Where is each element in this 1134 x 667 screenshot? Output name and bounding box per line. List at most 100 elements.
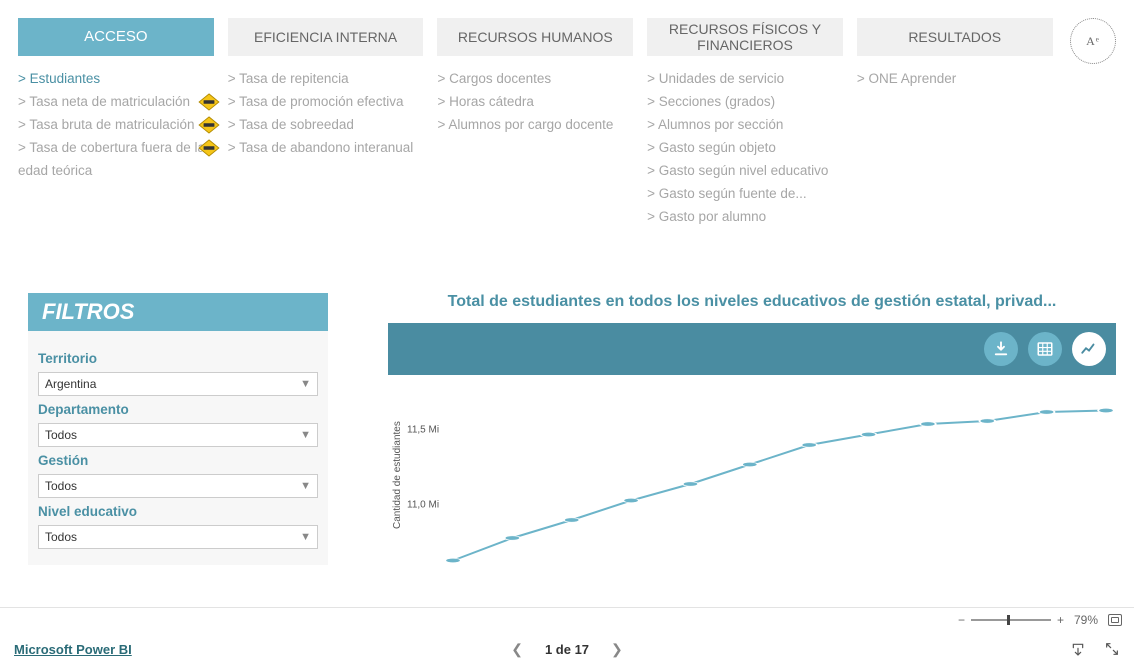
tab-link[interactable]: > Estudiantes — [18, 68, 214, 91]
nav-right — [1070, 641, 1120, 657]
chart-marker[interactable] — [445, 558, 461, 562]
tab-link[interactable]: > Tasa de repitencia — [228, 68, 424, 91]
filter-value: Todos — [45, 428, 77, 442]
zoom-slider[interactable]: − + — [958, 613, 1064, 627]
tab-link[interactable]: > Tasa de cobertura fuera de la edad teó… — [18, 137, 214, 183]
chart-marker[interactable] — [505, 535, 521, 539]
tab-header[interactable]: RECURSOS FÍSICOS Y FINANCIEROS — [647, 18, 843, 56]
chart-ytick: 11,0 Mi — [407, 499, 439, 510]
next-page-icon[interactable]: ❯ — [607, 637, 627, 662]
filter-select[interactable]: Todos ▼ — [38, 423, 318, 447]
tab-link[interactable]: > Gasto según fuente de... — [647, 183, 843, 206]
tab-link[interactable]: > Horas cátedra — [437, 91, 633, 114]
tabs-row: ACCESO > Estudiantes> Tasa neta de matric… — [0, 0, 1134, 233]
tab-header[interactable]: ACCESO — [18, 18, 214, 56]
chart-marker[interactable] — [683, 481, 699, 485]
chart-ytick: 11,5 Mi — [407, 424, 439, 435]
tab-link[interactable]: > ONE Aprender — [857, 68, 1053, 91]
tab-link[interactable]: > Gasto según nivel educativo — [647, 160, 843, 183]
tab-column: RECURSOS FÍSICOS Y FINANCIEROS > Unidades… — [647, 18, 843, 229]
chart-inner: 11,5 Mi 11,0 Mi — [407, 375, 1116, 575]
tab-links: > Estudiantes> Tasa neta de matriculació… — [18, 68, 214, 183]
chart-marker[interactable] — [1039, 409, 1055, 413]
chart-marker[interactable] — [1098, 408, 1114, 412]
zoom-track[interactable] — [971, 619, 1051, 621]
powerbi-link[interactable]: Microsoft Power BI — [14, 642, 132, 657]
chart-view-button[interactable] — [1072, 332, 1106, 366]
lower-section: FILTROS TerritorioArgentina▼Departamento… — [0, 293, 1134, 575]
tab-link[interactable]: > Alumnos por cargo docente — [437, 114, 633, 137]
tab-link[interactable]: > Gasto según objeto — [647, 137, 843, 160]
download-button[interactable] — [984, 332, 1018, 366]
construction-badge-icon — [198, 139, 220, 157]
report-canvas: ACCESO > Estudiantes> Tasa neta de matric… — [0, 0, 1134, 607]
filter-label: Nivel educativo — [38, 504, 318, 519]
filter-select[interactable]: Argentina ▼ — [38, 372, 318, 396]
prev-page-icon[interactable]: ❮ — [507, 637, 527, 662]
chart-svg — [453, 385, 1106, 565]
tab-link[interactable]: > Tasa de promoción efectiva — [228, 91, 424, 114]
tab-link[interactable]: > Alumnos por sección — [647, 114, 843, 137]
brand-logo: Aᵉ — [1070, 18, 1116, 64]
logo-column: Aᵉ — [1067, 18, 1116, 64]
filter-label: Departamento — [38, 402, 318, 417]
chart-marker[interactable] — [564, 517, 580, 521]
tab-link[interactable]: > Cargos docentes — [437, 68, 633, 91]
tab-links: > Tasa de repitencia> Tasa de promoción … — [228, 68, 424, 160]
filters-body: Territorio Argentina ▼ Departamento Todos ▼ Ge… — [28, 331, 328, 565]
chart-marker[interactable] — [742, 462, 758, 466]
page-indicator: 1 de 17 — [545, 642, 589, 657]
filter-value: Todos — [45, 479, 77, 493]
pager: ❮ 1 de 17 ❯ — [507, 637, 627, 662]
fullscreen-icon[interactable] — [1104, 641, 1120, 657]
chevron-down-icon: ▼ — [300, 429, 311, 441]
tab-link[interactable]: > Gasto por alumno — [647, 206, 843, 229]
status-bar: − + 79% — [0, 607, 1134, 631]
fit-to-page-icon[interactable] — [1108, 614, 1122, 626]
zoom-in-icon[interactable]: + — [1057, 613, 1064, 627]
share-icon[interactable] — [1070, 641, 1086, 657]
filter-value: Argentina — [45, 377, 96, 391]
tab-column: RESULTADOS > ONE Aprender — [857, 18, 1053, 91]
tab-link[interactable]: > Secciones (grados) — [647, 91, 843, 114]
filter-label: Territorio — [38, 351, 318, 366]
chart-marker[interactable] — [861, 432, 877, 436]
tab-link[interactable]: > Tasa de sobreedad — [228, 114, 424, 137]
chart-panel: Total de estudiantes en todos los nivele… — [388, 293, 1116, 575]
tab-header[interactable]: RECURSOS HUMANOS — [437, 18, 633, 56]
tab-column: EFICIENCIA INTERNA> Tasa de repitencia> … — [228, 18, 424, 160]
chart-area: Cantidad de estudiantes 11,5 Mi 11,0 Mi — [388, 375, 1116, 575]
tab-links: > ONE Aprender — [857, 68, 1053, 91]
zoom-out-icon[interactable]: − — [958, 613, 965, 627]
chart-toolbar — [388, 323, 1116, 375]
tab-column: RECURSOS HUMANOS > Cargos docentes> Horas… — [437, 18, 633, 137]
chevron-down-icon: ▼ — [300, 531, 311, 543]
tab-header[interactable]: RESULTADOS — [857, 18, 1053, 56]
tab-links: > Cargos docentes> Horas cátedra> Alumno… — [437, 68, 633, 137]
chart-marker[interactable] — [979, 418, 995, 422]
tab-link[interactable]: > Tasa bruta de matriculación — [18, 114, 214, 137]
filter-select[interactable]: Todos ▼ — [38, 525, 318, 549]
chart-line — [453, 410, 1106, 560]
chart-title: Total de estudiantes en todos los nivele… — [388, 293, 1116, 311]
filter-select[interactable]: Todos▼ — [38, 474, 318, 498]
zoom-thumb[interactable] — [1007, 615, 1010, 625]
chart-marker[interactable] — [801, 442, 817, 446]
tab-header[interactable]: EFICIENCIA INTERNA — [228, 18, 424, 56]
filter-label: Gestión — [38, 453, 318, 468]
tab-link[interactable]: > Tasa de abandono interanual — [228, 137, 424, 160]
filters-panel: FILTROS TerritorioArgentina▼Departamento… — [28, 293, 328, 575]
zoom-value: 79% — [1074, 613, 1098, 627]
construction-badge-icon — [198, 116, 220, 134]
nav-bar: Microsoft Power BI ❮ 1 de 17 ❯ — [0, 631, 1134, 667]
table-view-button[interactable] — [1028, 332, 1062, 366]
chart-ylabel: Cantidad de estudiantes — [388, 375, 407, 575]
chevron-down-icon: ▼ — [300, 378, 311, 390]
chart-marker[interactable] — [623, 498, 639, 502]
chart-marker[interactable] — [920, 421, 936, 425]
construction-badge-icon — [198, 93, 220, 111]
filter-value: Todos — [45, 530, 77, 544]
tab-link[interactable]: > Tasa neta de matriculación — [18, 91, 214, 114]
tab-link[interactable]: > Unidades de servicio — [647, 68, 843, 91]
chart-plot[interactable] — [453, 385, 1106, 565]
